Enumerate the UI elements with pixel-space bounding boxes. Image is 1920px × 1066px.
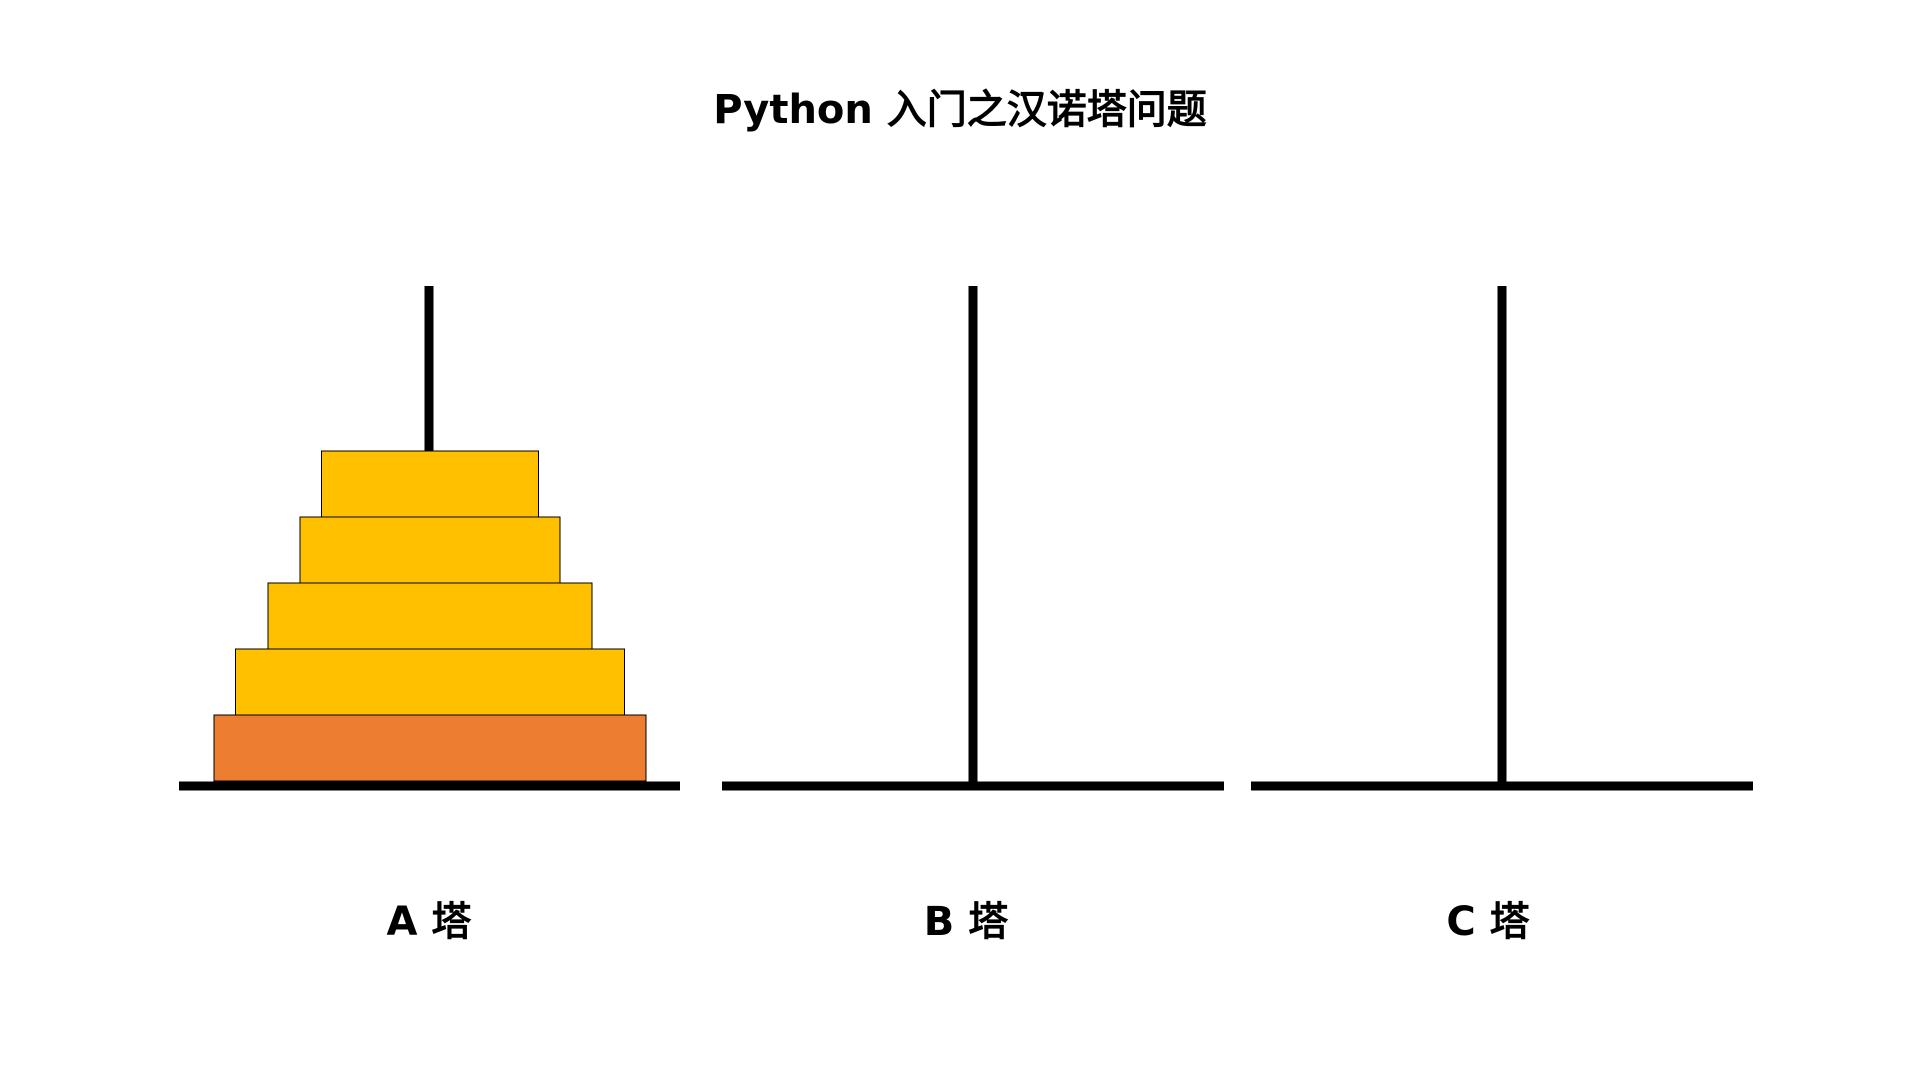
- disk-size-3[interactable]: [267, 582, 593, 650]
- tower-c-label: C 塔: [1446, 899, 1530, 945]
- tower-c: [1251, 286, 1753, 791]
- tower-a-disks: [213, 450, 647, 782]
- tower-b-label: B 塔: [923, 899, 1009, 945]
- disk-size-5[interactable]: [213, 714, 647, 782]
- disk-size-1[interactable]: [321, 450, 539, 518]
- tower-a: [179, 286, 680, 791]
- tower-a-label: A 塔: [386, 899, 472, 945]
- tower-b: [722, 286, 1224, 791]
- disk-size-2[interactable]: [299, 516, 561, 584]
- page-title: Python 入门之汉诺塔问题: [713, 87, 1207, 133]
- disk-size-4[interactable]: [235, 648, 625, 716]
